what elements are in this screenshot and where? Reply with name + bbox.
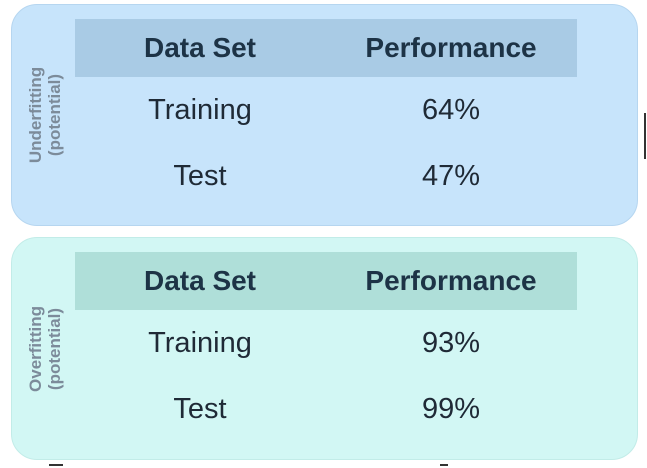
header-data-set: Data Set bbox=[143, 265, 257, 296]
table-row: Test 47% bbox=[75, 143, 577, 209]
table-header-row: Data Set Performance bbox=[75, 252, 577, 310]
performance-cell: 47% bbox=[421, 159, 481, 192]
header-performance: Performance bbox=[365, 265, 537, 296]
underfitting-label-title: Underfitting bbox=[26, 66, 46, 164]
header-data-set: Data Set bbox=[143, 32, 257, 63]
dataset-cell: Test bbox=[173, 392, 227, 425]
overfitting-label-qualifier: (potential) bbox=[45, 307, 65, 390]
performance-cell: 64% bbox=[421, 93, 481, 126]
overfitting-table: Data Set Performance Training 93% Test 9… bbox=[75, 252, 577, 442]
table-row: Training 93% bbox=[75, 310, 577, 376]
performance-cell: 99% bbox=[421, 392, 481, 425]
underfitting-label-qualifier: (potential) bbox=[45, 73, 65, 157]
dataset-cell: Training bbox=[148, 326, 252, 359]
table-row: Test 99% bbox=[75, 376, 577, 442]
table-header-row: Data Set Performance bbox=[75, 19, 577, 77]
overfitting-label-title: Overfitting bbox=[26, 305, 46, 392]
cropped-edge-mark bbox=[440, 464, 448, 466]
underfitting-table: Data Set Performance Training 64% Test 4… bbox=[75, 19, 577, 209]
performance-cell: 93% bbox=[421, 326, 481, 359]
dataset-cell: Training bbox=[148, 93, 252, 126]
underfitting-side-label: Underfitting (potential) bbox=[20, 5, 70, 225]
overfitting-side-label: Overfitting (potential) bbox=[20, 238, 70, 459]
header-performance: Performance bbox=[365, 32, 537, 63]
cropped-edge-mark bbox=[644, 113, 646, 159]
overfitting-panel: Overfitting (potential) Data Set Perform… bbox=[11, 237, 638, 460]
table-row: Training 64% bbox=[75, 77, 577, 143]
dataset-cell: Test bbox=[173, 159, 227, 192]
cropped-edge-mark bbox=[49, 464, 63, 466]
underfitting-panel: Underfitting (potential) Data Set Perfor… bbox=[11, 4, 638, 226]
